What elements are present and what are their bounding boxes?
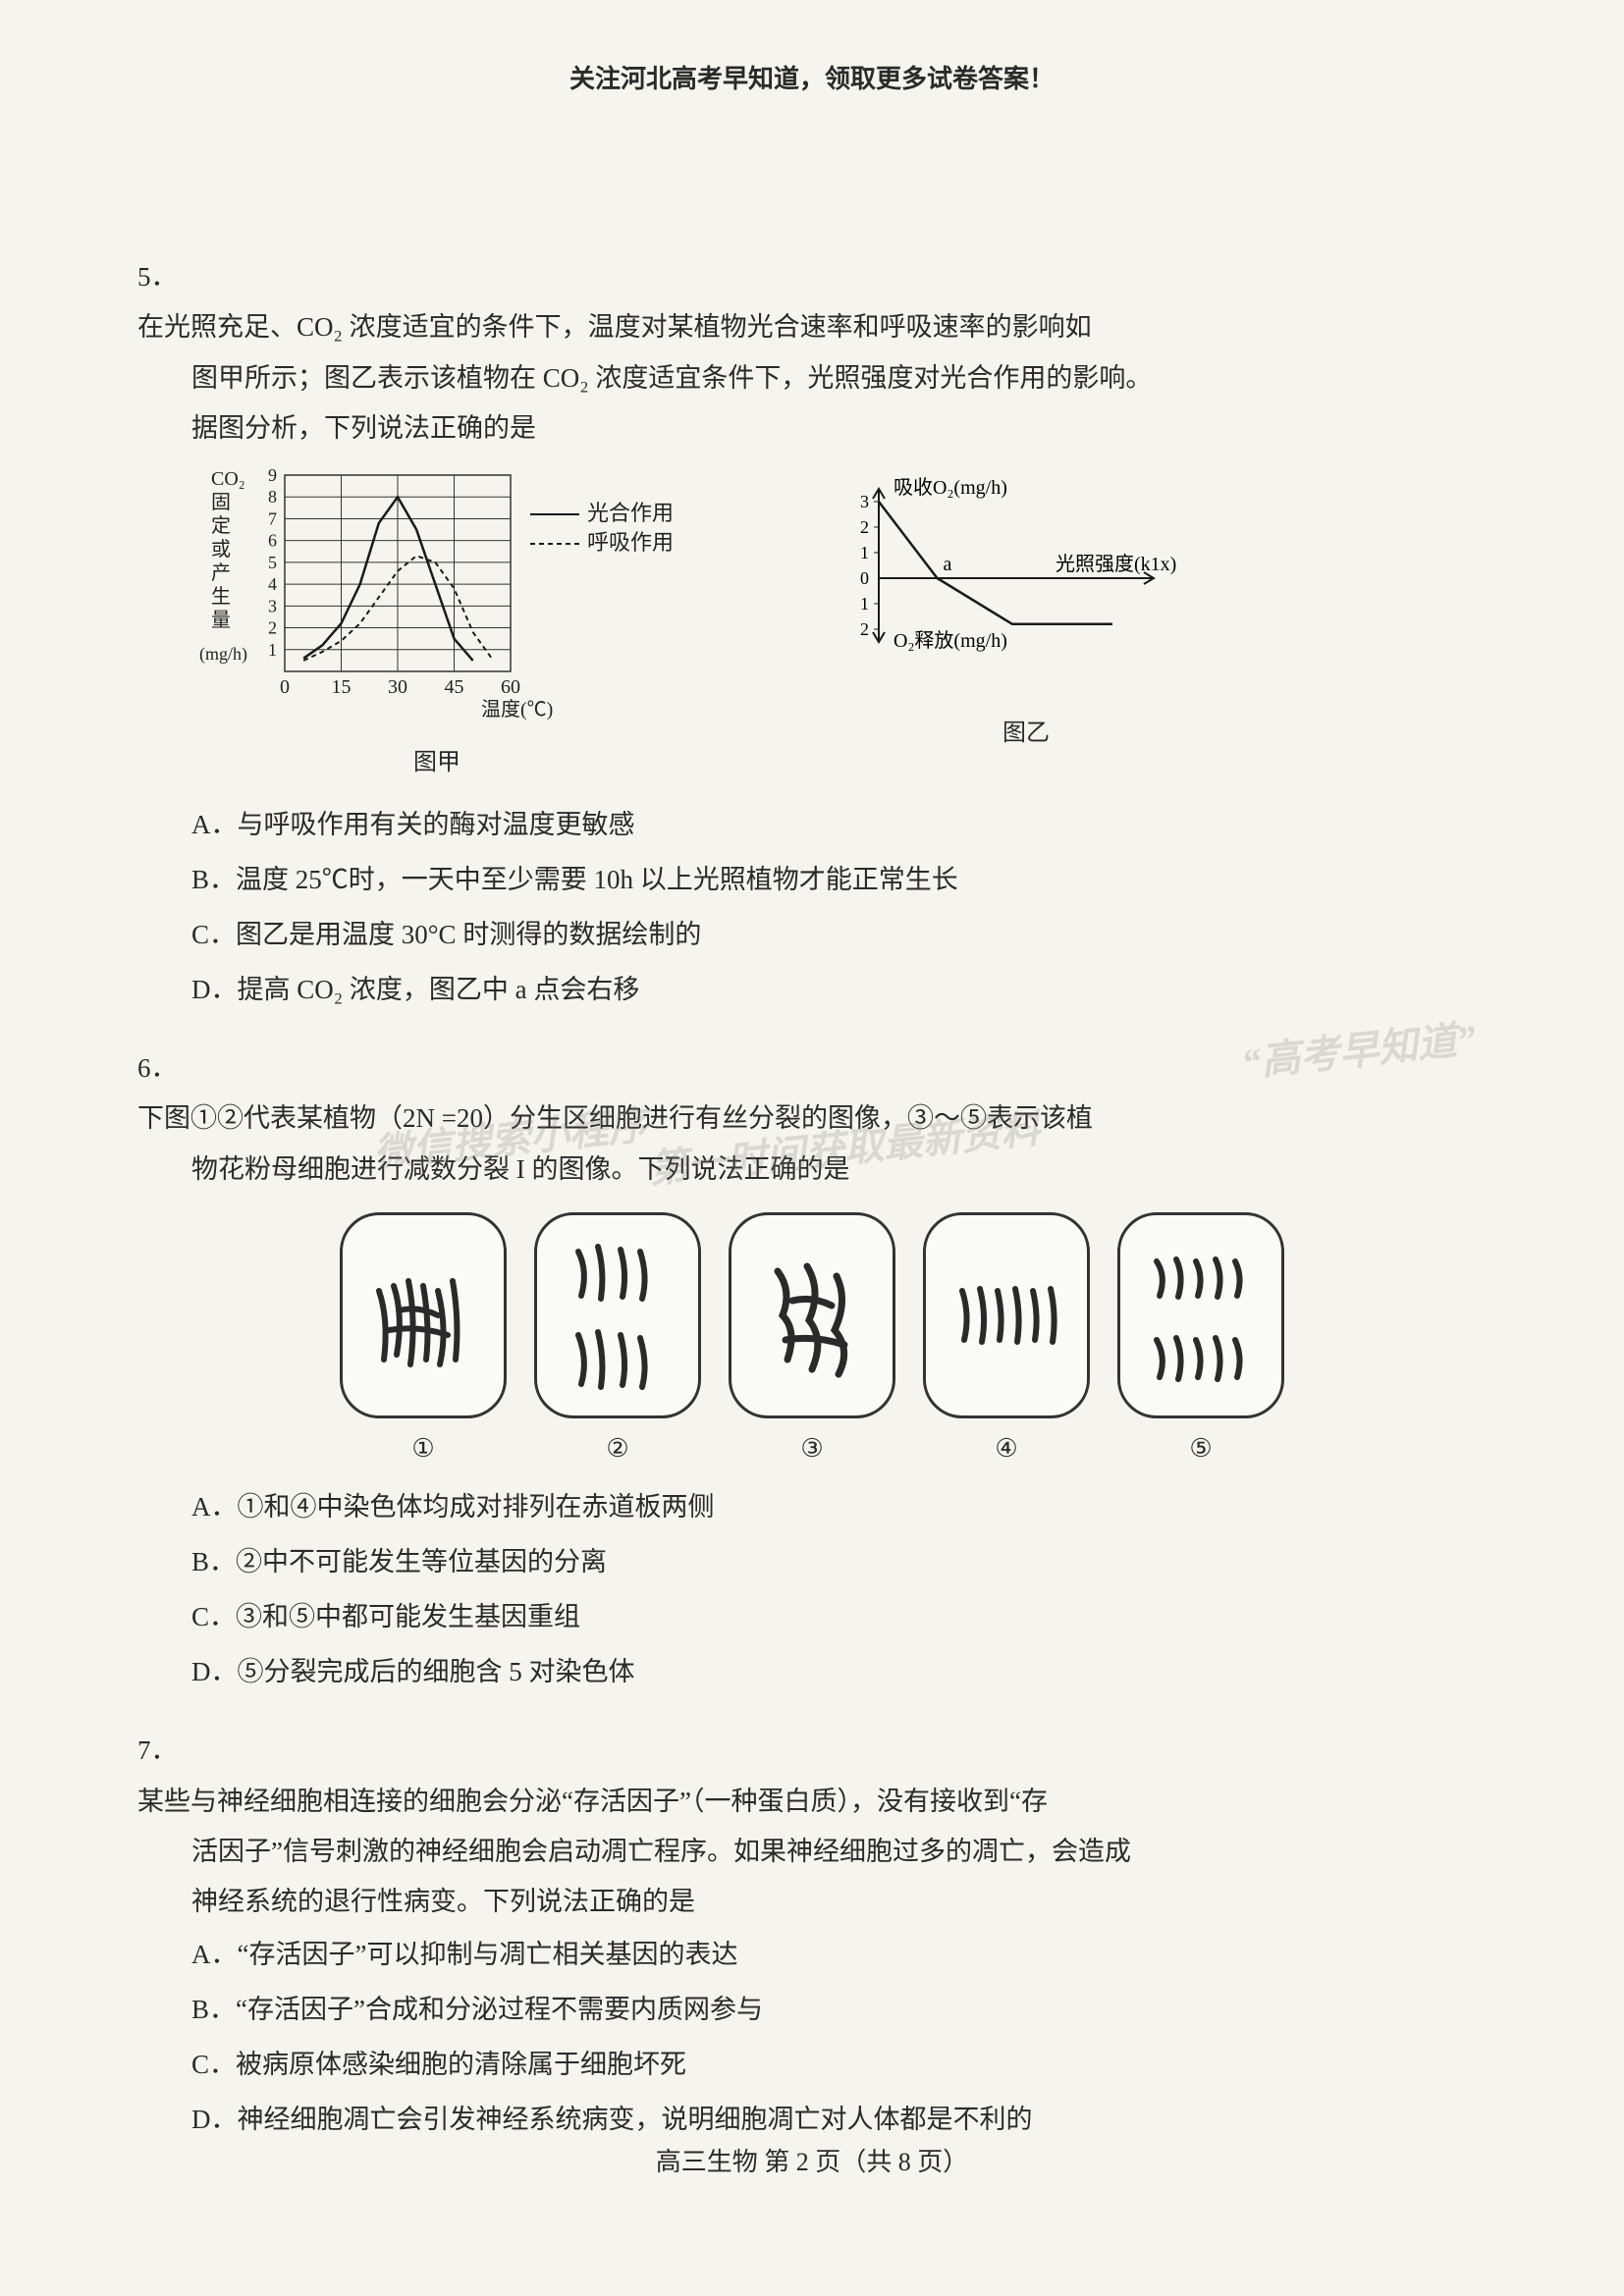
page-footer: 高三生物 第 2 页（共 8 页） xyxy=(0,2142,1624,2178)
svg-text:a: a xyxy=(944,554,952,575)
header-banner: 关注河北高考早知道，领取更多试卷答案！ xyxy=(137,59,1487,95)
svg-text:或: 或 xyxy=(211,538,231,561)
chart-jia-caption: 图甲 xyxy=(191,741,682,786)
svg-text:CO₂: CO₂ xyxy=(211,468,245,490)
cell-4-label: ④ xyxy=(923,1424,1090,1472)
q5-figures: 015304560123456789CO₂固定或产生量(mg/h)温度(℃)光合… xyxy=(191,465,1487,786)
chart-jia-svg: 015304560123456789CO₂固定或产生量(mg/h)温度(℃)光合… xyxy=(191,465,682,721)
q5-stem-3: 据图分析，下列说法正确的是 xyxy=(137,403,1487,454)
q7-stem-2: 活因子”信号刺激的神经细胞会启动凋亡程序。如果神经细胞过多的凋亡，会造成 xyxy=(137,1827,1487,1877)
q6-opt-c: C．③和⑤中都可能发生基因重组 xyxy=(191,1590,1487,1643)
q5-stem-1: 在光照充足、CO₂ 浓度适宜的条件下，温度对某植物光合速率和呼吸速率的影响如 xyxy=(137,302,1428,352)
q7-stem-3: 神经系统的退行性病变。下列说法正确的是 xyxy=(137,1877,1487,1927)
cell-3-svg xyxy=(738,1222,886,1409)
q6-opt-d: D．⑤分裂完成后的细胞含 5 对染色体 xyxy=(191,1645,1487,1698)
cell-5-label: ⑤ xyxy=(1117,1424,1284,1472)
chart-yi-caption: 图乙 xyxy=(820,712,1232,757)
svg-text:2: 2 xyxy=(860,517,869,537)
svg-text:7: 7 xyxy=(268,509,277,529)
q6-options: A．①和④中染色体均成对排列在赤道板两侧 B．②中不可能发生等位基因的分离 C．… xyxy=(137,1480,1487,1698)
svg-text:2: 2 xyxy=(860,619,869,639)
cell-3-label: ③ xyxy=(729,1424,895,1472)
q6-opt-a: A．①和④中染色体均成对排列在赤道板两侧 xyxy=(191,1480,1487,1533)
q5-opt-d: D．提高 CO₂ 浓度，图乙中 a 点会右移 xyxy=(191,963,1487,1016)
q7-opt-a: A．“存活因子”可以抑制与凋亡相关基因的表达 xyxy=(191,1928,1487,1981)
svg-text:6: 6 xyxy=(268,531,277,551)
svg-text:3: 3 xyxy=(268,597,277,616)
svg-text:30: 30 xyxy=(388,676,407,698)
cell-3-frame xyxy=(729,1212,895,1418)
svg-text:5: 5 xyxy=(268,553,277,572)
svg-text:3: 3 xyxy=(860,492,869,511)
q5-stem-2: 图甲所示；图乙表示该植物在 CO₂ 浓度适宜条件下，光照强度对光合作用的影响。 xyxy=(137,353,1487,403)
svg-text:2: 2 xyxy=(268,618,277,638)
svg-text:光照强度(k1x): 光照强度(k1x) xyxy=(1056,553,1176,575)
cell-1: ① xyxy=(340,1212,507,1472)
cell-5-frame xyxy=(1117,1212,1284,1418)
cell-1-label: ① xyxy=(340,1424,507,1472)
svg-text:定: 定 xyxy=(211,514,231,537)
svg-text:吸收O₂(mg/h): 吸收O₂(mg/h) xyxy=(893,476,1007,499)
q7-stem-1: 某些与神经细胞相连接的细胞会分泌“存活因子”（一种蛋白质），没有接收到“存 xyxy=(137,1777,1428,1827)
cell-5-svg xyxy=(1127,1222,1274,1409)
q7-opt-b: B．“存活因子”合成和分泌过程不需要内质网参与 xyxy=(191,1983,1487,2036)
svg-text:4: 4 xyxy=(268,574,277,594)
q7-opt-d: D．神经细胞凋亡会引发神经系统病变，说明细胞凋亡对人体都是不利的 xyxy=(191,2093,1487,2146)
cell-5: ⑤ xyxy=(1117,1212,1284,1472)
cell-1-frame xyxy=(340,1212,507,1418)
question-7: 7． 某些与神经细胞相连接的细胞会分泌“存活因子”（一种蛋白质），没有接收到“存… xyxy=(137,1726,1487,2145)
q5-opt-b: B．温度 25℃时，一天中至少需要 10h 以上光照植物才能正常生长 xyxy=(191,853,1487,906)
q7-opt-c: C．被病原体感染细胞的清除属于细胞坏死 xyxy=(191,2038,1487,2091)
chart-jia: 015304560123456789CO₂固定或产生量(mg/h)温度(℃)光合… xyxy=(191,465,682,786)
svg-text:0: 0 xyxy=(860,568,869,588)
chart-yi: 1 2 3 1 2 0 吸收O₂(mg/h) O₂释放(mg/h) 光照强度(k1x) a 图乙 xyxy=(820,465,1232,757)
watermark-1: “高考早知道” xyxy=(1238,1002,1481,1101)
cell-3: ③ xyxy=(729,1212,895,1472)
svg-text:产: 产 xyxy=(211,561,231,584)
q5-number: 5． xyxy=(137,252,191,302)
question-6: 6． 下图①②代表某植物（2N =20）分生区细胞进行有丝分裂的图像，③～⑤表示… xyxy=(137,1043,1487,1698)
q7-number: 7． xyxy=(137,1726,191,1776)
q6-number: 6． xyxy=(137,1043,191,1094)
svg-text:呼吸作用: 呼吸作用 xyxy=(587,530,674,555)
cell-2-label: ② xyxy=(534,1424,701,1472)
svg-text:生: 生 xyxy=(211,585,231,608)
svg-text:O₂释放(mg/h): O₂释放(mg/h) xyxy=(893,629,1007,652)
svg-text:9: 9 xyxy=(268,465,277,485)
svg-text:(mg/h): (mg/h) xyxy=(199,644,247,665)
q6-stem-1: 下图①②代表某植物（2N =20）分生区细胞进行有丝分裂的图像，③～⑤表示该植 xyxy=(137,1094,1428,1144)
svg-text:0: 0 xyxy=(280,676,290,698)
svg-text:温度(℃): 温度(℃) xyxy=(481,698,553,721)
q6-opt-b: B．②中不可能发生等位基因的分离 xyxy=(191,1535,1487,1588)
cell-4-frame xyxy=(923,1212,1090,1418)
svg-text:15: 15 xyxy=(332,676,352,698)
q6-stem-2: 物花粉母细胞进行减数分裂 I 的图像。下列说法正确的是 xyxy=(137,1145,1487,1195)
svg-text:固: 固 xyxy=(211,492,231,513)
cell-1-svg xyxy=(350,1222,497,1409)
svg-text:光合作用: 光合作用 xyxy=(587,501,674,525)
cell-2-frame xyxy=(534,1212,701,1418)
q5-opt-c: C．图乙是用温度 30°C 时测得的数据绘制的 xyxy=(191,908,1487,961)
q5-options: A．与呼吸作用有关的酶对温度更敏感 B．温度 25℃时，一天中至少需要 10h … xyxy=(137,798,1487,1016)
cell-4-svg xyxy=(933,1222,1080,1409)
svg-text:45: 45 xyxy=(445,676,464,698)
question-5: 5． 在光照充足、CO₂ 浓度适宜的条件下，温度对某植物光合速率和呼吸速率的影响… xyxy=(137,252,1487,1016)
svg-text:1: 1 xyxy=(268,640,277,660)
chart-yi-svg: 1 2 3 1 2 0 吸收O₂(mg/h) O₂释放(mg/h) 光照强度(k1x) a xyxy=(820,465,1232,691)
q7-options: A．“存活因子”可以抑制与凋亡相关基因的表达 B．“存活因子”合成和分泌过程不需… xyxy=(137,1928,1487,2146)
svg-text:1: 1 xyxy=(860,543,869,562)
q6-cell-images: ① ② xyxy=(137,1212,1487,1472)
cell-2-svg xyxy=(544,1222,691,1409)
cell-2: ② xyxy=(534,1212,701,1472)
svg-text:量: 量 xyxy=(211,610,231,631)
q5-opt-a: A．与呼吸作用有关的酶对温度更敏感 xyxy=(191,798,1487,851)
svg-text:60: 60 xyxy=(501,676,520,698)
svg-text:8: 8 xyxy=(268,487,277,507)
cell-4: ④ xyxy=(923,1212,1090,1472)
svg-text:1: 1 xyxy=(860,594,869,614)
